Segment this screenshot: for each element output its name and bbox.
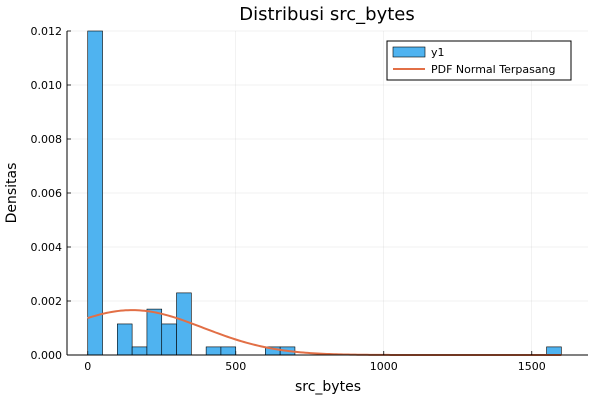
y-tick-label-0: 0.000	[31, 349, 63, 362]
x-tick-label-2: 1000	[370, 360, 398, 373]
histogram-bar-3	[146, 308, 163, 356]
histogram-bar-7	[220, 346, 237, 356]
tick-labels: 0 500 1000 1500 0.000 0.002 0.004 0.006 0.008 0.0…	[31, 25, 546, 373]
histogram-bar-1	[117, 323, 133, 356]
histogram-bar-0	[87, 30, 103, 356]
chart-title: Distribusi src_bytes	[239, 4, 415, 25]
y-tick-label-6: 0.012	[31, 25, 63, 38]
legend-histogram-label: y1	[431, 46, 445, 59]
x-axis-label: src_bytes	[295, 379, 361, 395]
y-tick-label-4: 0.008	[31, 133, 63, 146]
legend-histogram-swatch	[392, 46, 426, 58]
histogram-bar-6	[205, 346, 222, 356]
y-tick-label-1: 0.002	[31, 295, 63, 308]
legend: y1 PDF Normal Terpasang	[386, 40, 572, 81]
histogram-bar-4	[161, 323, 177, 356]
x-tick-label-3: 1500	[518, 360, 546, 373]
histogram-bar-5	[176, 292, 192, 356]
y-tick-label-2: 0.004	[31, 241, 63, 254]
histogram-bar-10	[546, 346, 562, 356]
y-axis-label: Densitas	[4, 163, 20, 224]
x-tick-label-1: 500	[225, 360, 246, 373]
histogram-bar-2	[131, 346, 148, 356]
x-tick-label-0: 0	[84, 360, 91, 373]
legend-pdf-label: PDF Normal Terpasang	[431, 63, 556, 76]
y-tick-label-5: 0.010	[31, 79, 63, 92]
y-tick-label-3: 0.006	[31, 187, 63, 200]
